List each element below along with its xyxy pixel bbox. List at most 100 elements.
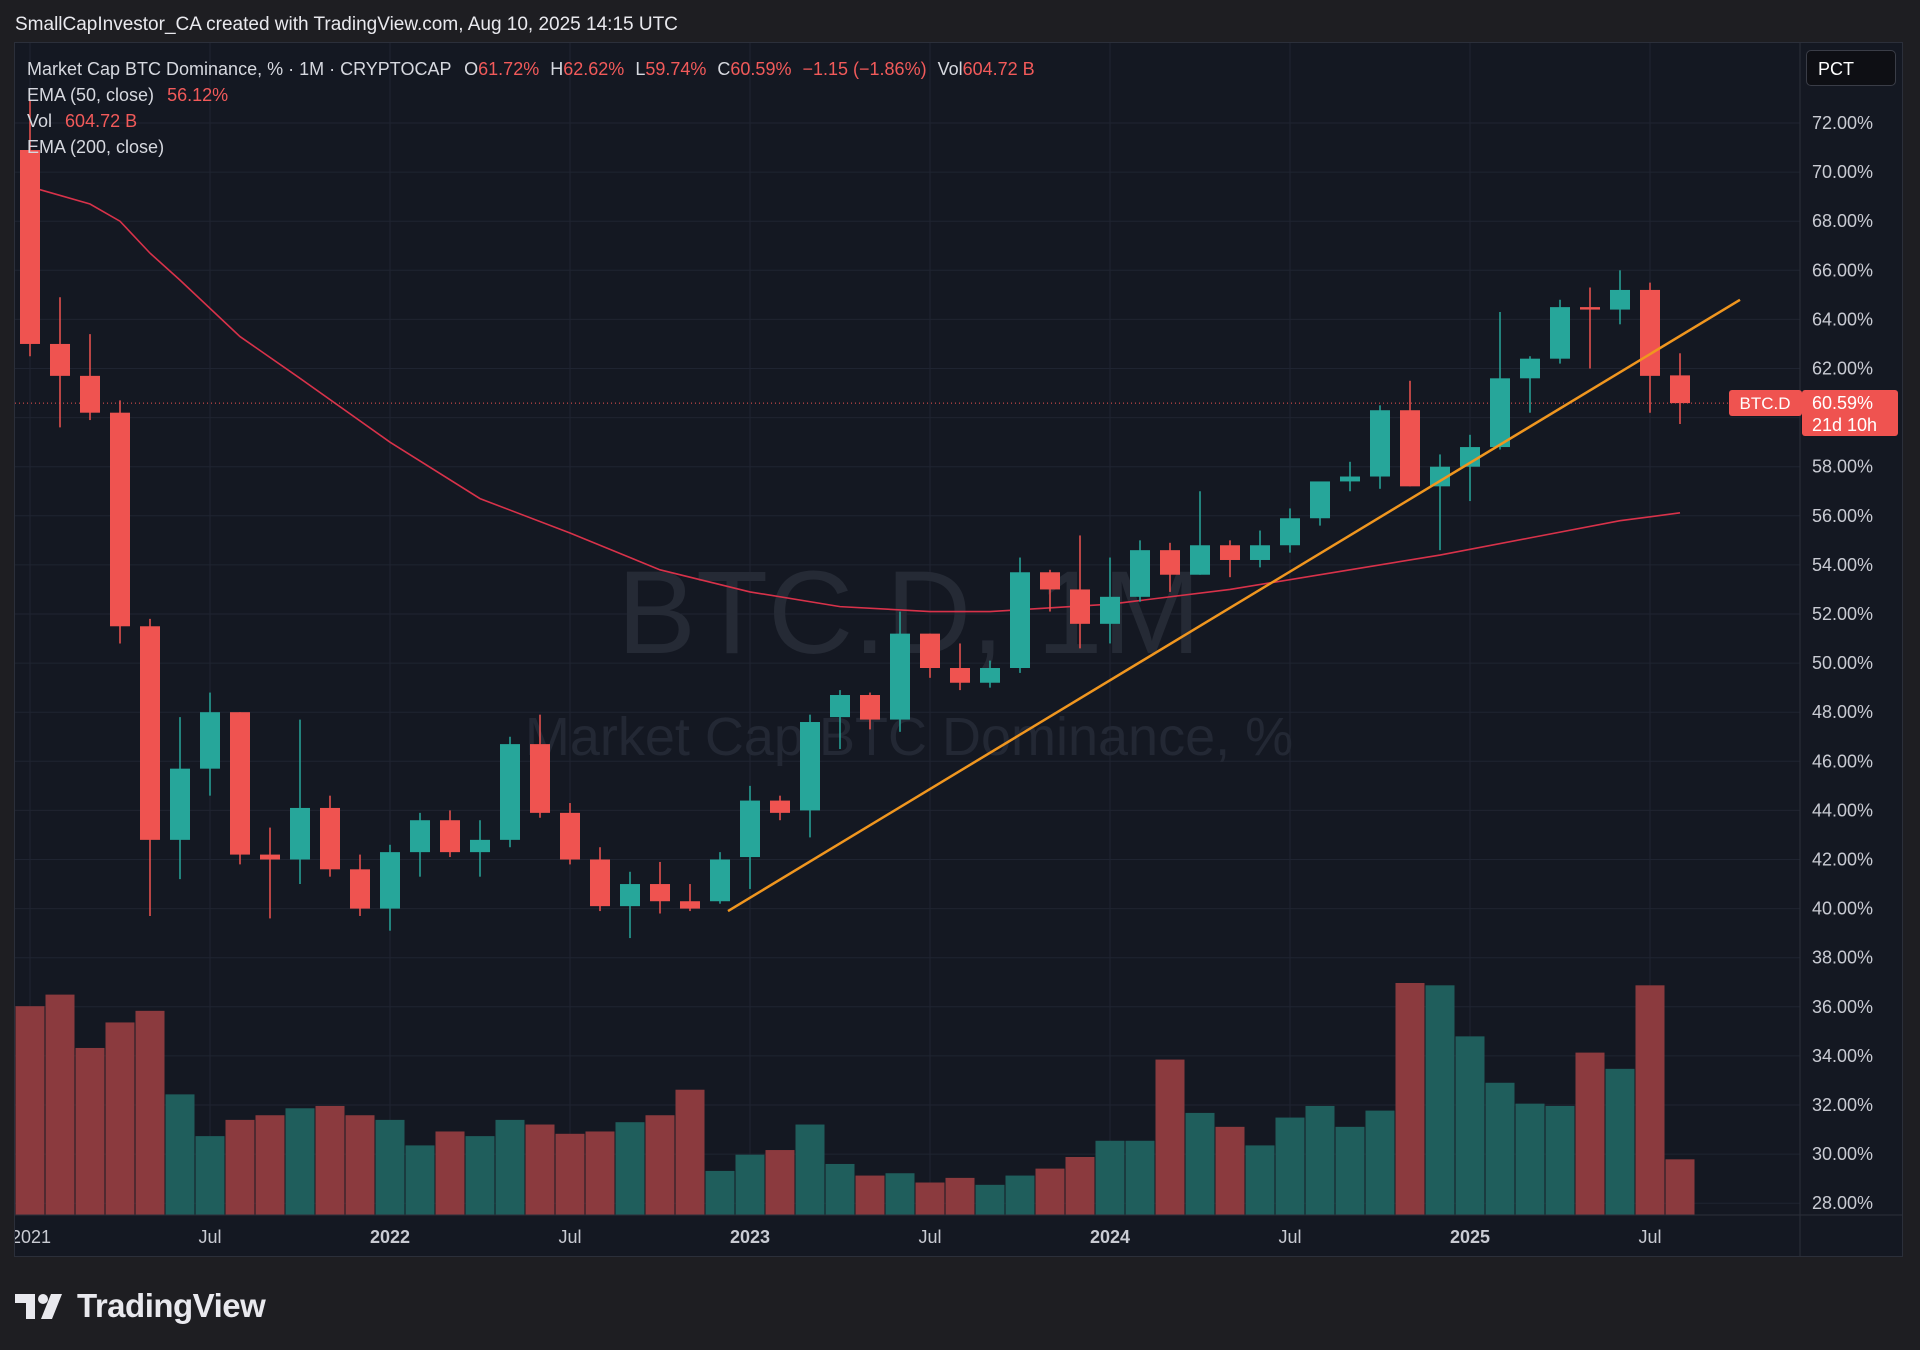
candle <box>500 736 520 848</box>
candle-body <box>350 869 370 909</box>
candle-body <box>590 859 610 907</box>
time-axis-tick: 2021 <box>15 1227 51 1247</box>
candle-body <box>50 343 70 376</box>
candle <box>1130 540 1150 602</box>
volume-bar <box>1065 1157 1095 1215</box>
candle <box>20 100 40 357</box>
candle <box>1220 540 1240 578</box>
volume-bar <box>1515 1103 1545 1215</box>
candle-body <box>200 712 220 769</box>
price-axis: 28.00% 30.00% 32.00% 34.00% 36.00% 38.00% 40.0… <box>1812 113 1873 1213</box>
candle-body <box>1520 358 1540 379</box>
volume-bar <box>1185 1112 1215 1215</box>
candle-body <box>770 800 790 813</box>
candle-body <box>470 839 490 853</box>
candle-body <box>680 901 700 909</box>
volume-bar <box>1455 1036 1485 1215</box>
price-tag-value: 60.59% <box>1812 393 1873 413</box>
candle <box>170 717 190 880</box>
symbol-tag-bg <box>1729 390 1802 416</box>
candle-body <box>920 633 940 669</box>
volume-bar <box>1635 985 1665 1215</box>
trendline <box>727 298 1741 913</box>
chart-pane[interactable]: BTC.D, 1M Market Cap BTC Dominance, % 28… <box>14 42 1903 1257</box>
volume-bar <box>1575 1052 1605 1215</box>
legend-ema50-row[interactable]: EMA (50, close) 56.12% <box>27 82 1035 108</box>
candle-body <box>20 150 40 344</box>
price-chart[interactable]: BTC.D, 1M Market Cap BTC Dominance, % 28… <box>15 43 1902 1256</box>
grid-lines <box>15 43 1800 1215</box>
volume-bar <box>735 1154 765 1215</box>
volume-bar <box>555 1133 585 1215</box>
volume-bar <box>1035 1168 1065 1215</box>
candle-body <box>1190 545 1210 575</box>
candle <box>1010 557 1030 673</box>
candle <box>1550 299 1570 364</box>
candle <box>1160 542 1180 592</box>
pct-scale-button[interactable]: PCT <box>1806 50 1896 86</box>
candle <box>1640 282 1660 413</box>
tradingview-logo[interactable]: TradingView <box>15 1286 266 1326</box>
volume-bar <box>765 1150 795 1215</box>
legend-volume-row[interactable]: Vol 604.72 B <box>27 108 1035 134</box>
candle <box>1040 569 1060 612</box>
price-axis-tick: 30.00% <box>1812 1144 1873 1164</box>
volume-bar <box>45 994 75 1215</box>
candle-body <box>890 633 910 720</box>
candle <box>1310 481 1330 526</box>
legend-ema50-value: 56.12% <box>167 85 229 105</box>
volume-bar <box>435 1131 465 1215</box>
candle-body <box>230 712 250 855</box>
candle-body <box>710 859 730 902</box>
price-axis-tick: 34.00% <box>1812 1046 1873 1066</box>
price-axis-tick: 38.00% <box>1812 948 1873 968</box>
candle <box>110 400 130 644</box>
candle <box>1370 405 1390 489</box>
price-axis-tick: 44.00% <box>1812 800 1873 820</box>
chart-attribution: SmallCapInvestor_CA created with Trading… <box>15 14 678 35</box>
candle-body <box>410 820 430 853</box>
candle <box>80 334 100 421</box>
legend-ema200-row[interactable]: EMA (200, close) <box>27 134 1035 160</box>
price-axis-tick: 32.00% <box>1812 1095 1873 1115</box>
candle-body <box>1610 289 1630 310</box>
volume-bar <box>1215 1126 1245 1215</box>
candle-body <box>1580 307 1600 310</box>
candle <box>620 871 640 939</box>
candle <box>140 618 160 916</box>
legend-high-value: 62.62% <box>563 59 625 79</box>
legend-ema50-label: EMA (50, close) <box>27 85 155 105</box>
legend-ema200-label: EMA (200, close) <box>27 137 165 157</box>
ema50-path <box>29 186 1681 613</box>
volume-bar <box>705 1170 735 1215</box>
volume-bar <box>405 1145 435 1215</box>
candle-body <box>1460 447 1480 467</box>
volume-bar <box>1125 1140 1155 1215</box>
candle-body <box>140 626 160 840</box>
candle <box>260 827 280 919</box>
candle <box>680 884 700 912</box>
candle-body <box>1070 589 1090 624</box>
candle-body <box>980 668 1000 683</box>
price-axis-tick: 64.00% <box>1812 309 1873 329</box>
candle <box>440 810 460 858</box>
candle-body <box>860 695 880 720</box>
legend-symbol-row[interactable]: Market Cap BTC Dominance, % · 1M · CRYPT… <box>27 56 1035 82</box>
legend-open-label: O <box>464 59 479 79</box>
candle-body <box>1220 545 1240 560</box>
price-axis-tick: 36.00% <box>1812 997 1873 1017</box>
time-axis-tick: Jul <box>198 1227 221 1247</box>
candle-body <box>1010 572 1030 669</box>
candle-body <box>1100 596 1120 624</box>
volume-bar <box>1095 1140 1125 1215</box>
price-axis-tick: 68.00% <box>1812 211 1873 231</box>
time-axis-tick: 2023 <box>730 1227 770 1247</box>
volume-bar <box>195 1136 225 1215</box>
price-axis-tick: 66.00% <box>1812 260 1873 280</box>
legend-close-value: 60.59% <box>730 59 792 79</box>
chart-legend: Market Cap BTC Dominance, % · 1M · CRYPT… <box>27 56 1035 160</box>
volume-bar <box>1545 1105 1575 1215</box>
candle <box>410 812 430 877</box>
volume-bar <box>1485 1082 1515 1215</box>
time-axis-tick: Jul <box>1638 1227 1661 1247</box>
